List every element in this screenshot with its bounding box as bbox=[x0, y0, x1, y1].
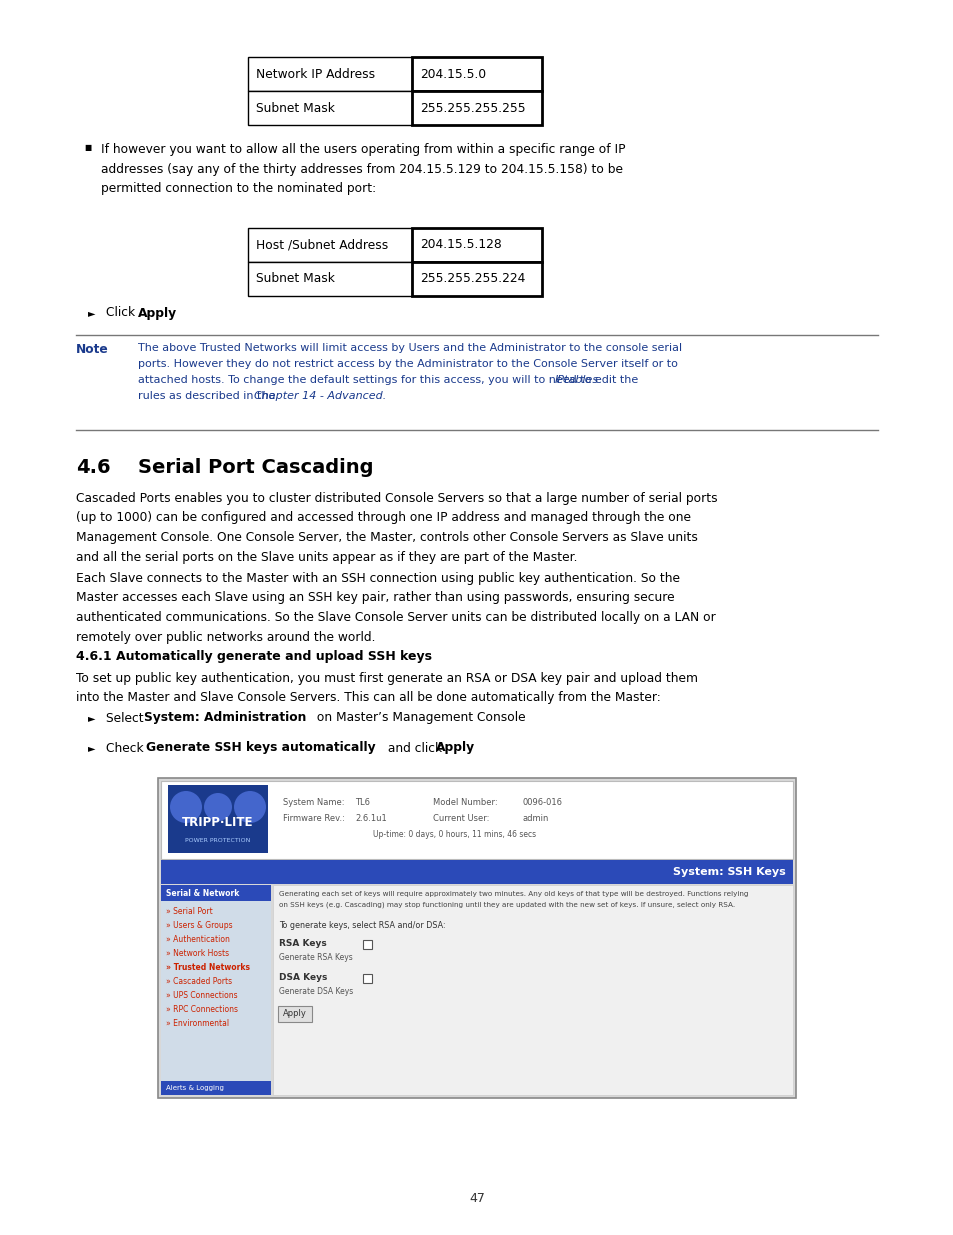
Text: DSA Keys: DSA Keys bbox=[278, 973, 327, 982]
Text: Up-time: 0 days, 0 hours, 11 mins, 46 secs: Up-time: 0 days, 0 hours, 11 mins, 46 se… bbox=[373, 830, 536, 839]
Text: System Name:: System Name: bbox=[283, 798, 344, 806]
Text: » UPS Connections: » UPS Connections bbox=[166, 990, 237, 1000]
Text: Cascaded Ports enables you to cluster distributed Console Servers so that a larg: Cascaded Ports enables you to cluster di… bbox=[76, 492, 717, 563]
Text: » Trusted Networks: » Trusted Networks bbox=[166, 963, 250, 972]
Bar bbox=[363, 974, 372, 983]
Text: System: Administration: System: Administration bbox=[144, 711, 306, 725]
Text: » Environmental: » Environmental bbox=[166, 1019, 229, 1028]
Text: Chapter 14 - Advanced.: Chapter 14 - Advanced. bbox=[254, 391, 386, 401]
Text: » Authentication: » Authentication bbox=[166, 935, 230, 944]
Text: Each Slave connects to the Master with an SSH connection using public key authen: Each Slave connects to the Master with a… bbox=[76, 572, 715, 643]
Bar bbox=[273, 885, 792, 1095]
Text: Serial & Network: Serial & Network bbox=[166, 888, 239, 898]
Bar bbox=[248, 57, 412, 91]
Bar bbox=[161, 885, 271, 902]
Bar bbox=[412, 228, 541, 262]
Text: Check: Check bbox=[106, 741, 148, 755]
Text: Generate DSA Keys: Generate DSA Keys bbox=[278, 987, 353, 995]
Text: Current User:: Current User: bbox=[433, 814, 489, 823]
Text: IPtables: IPtables bbox=[554, 375, 598, 385]
Text: Host /Subnet Address: Host /Subnet Address bbox=[255, 238, 388, 252]
Text: ports. However they do not restrict access by the Administrator to the Console S: ports. However they do not restrict acce… bbox=[138, 359, 678, 369]
Text: 2.6.1u1: 2.6.1u1 bbox=[355, 814, 386, 823]
Text: RSA Keys: RSA Keys bbox=[278, 939, 327, 948]
Bar bbox=[158, 778, 795, 1098]
Text: Model Number:: Model Number: bbox=[433, 798, 497, 806]
Text: 47: 47 bbox=[469, 1192, 484, 1204]
Text: Note: Note bbox=[76, 343, 109, 356]
Text: Generate SSH keys automatically: Generate SSH keys automatically bbox=[146, 741, 375, 755]
Text: rules as described in the: rules as described in the bbox=[138, 391, 278, 401]
Text: » Cascaded Ports: » Cascaded Ports bbox=[166, 977, 232, 986]
Text: To set up public key authentication, you must first generate an RSA or DSA key p: To set up public key authentication, you… bbox=[76, 672, 698, 704]
Circle shape bbox=[204, 793, 232, 821]
Bar bbox=[161, 1081, 271, 1095]
Bar bbox=[412, 57, 541, 91]
Text: » Serial Port: » Serial Port bbox=[166, 906, 213, 916]
Text: Generating each set of keys will require approximately two minutes. Any old keys: Generating each set of keys will require… bbox=[278, 890, 748, 897]
Text: System: SSH Keys: System: SSH Keys bbox=[673, 867, 785, 877]
Text: admin: admin bbox=[522, 814, 549, 823]
Text: ►: ► bbox=[88, 308, 95, 317]
Text: on SSH keys (e.g. Cascading) may stop functioning until they are updated with th: on SSH keys (e.g. Cascading) may stop fu… bbox=[278, 902, 735, 909]
Text: Apply: Apply bbox=[436, 741, 475, 755]
Bar bbox=[363, 940, 372, 948]
Text: and click: and click bbox=[384, 741, 446, 755]
Text: Apply: Apply bbox=[283, 1009, 307, 1019]
Text: POWER PROTECTION: POWER PROTECTION bbox=[185, 839, 251, 844]
Text: 0096-016: 0096-016 bbox=[522, 798, 562, 806]
Text: If however you want to allow all the users operating from within a specific rang: If however you want to allow all the use… bbox=[101, 143, 625, 195]
Text: » Network Hosts: » Network Hosts bbox=[166, 948, 229, 958]
Bar bbox=[248, 262, 412, 296]
Text: TL6: TL6 bbox=[355, 798, 370, 806]
Circle shape bbox=[233, 790, 266, 823]
Text: Subnet Mask: Subnet Mask bbox=[255, 273, 335, 285]
Text: » RPC Connections: » RPC Connections bbox=[166, 1005, 237, 1014]
Text: 255.255.255.224: 255.255.255.224 bbox=[419, 273, 525, 285]
Text: Serial Port Cascading: Serial Port Cascading bbox=[138, 458, 374, 477]
Text: Click: Click bbox=[106, 306, 139, 320]
Text: Generate RSA Keys: Generate RSA Keys bbox=[278, 953, 353, 962]
Text: Alerts & Logging: Alerts & Logging bbox=[166, 1086, 224, 1091]
Text: The above Trusted Networks will limit access by Users and the Administrator to t: The above Trusted Networks will limit ac… bbox=[138, 343, 681, 353]
Text: Network IP Address: Network IP Address bbox=[255, 68, 375, 80]
Text: 4.6: 4.6 bbox=[76, 458, 111, 477]
Text: Apply: Apply bbox=[138, 306, 177, 320]
Text: 255.255.255.255: 255.255.255.255 bbox=[419, 101, 525, 115]
Text: ►: ► bbox=[88, 743, 95, 753]
FancyBboxPatch shape bbox=[277, 1007, 312, 1023]
Bar bbox=[412, 262, 541, 296]
Bar bbox=[161, 781, 792, 860]
Text: Firmware Rev.:: Firmware Rev.: bbox=[283, 814, 345, 823]
Bar bbox=[248, 228, 412, 262]
Bar bbox=[161, 885, 271, 1095]
Text: ►: ► bbox=[88, 713, 95, 722]
Text: Subnet Mask: Subnet Mask bbox=[255, 101, 335, 115]
Bar bbox=[412, 91, 541, 125]
Text: Select: Select bbox=[106, 711, 148, 725]
Bar bbox=[161, 860, 792, 884]
Text: 204.15.5.128: 204.15.5.128 bbox=[419, 238, 501, 252]
Text: on Master’s Management Console: on Master’s Management Console bbox=[313, 711, 525, 725]
Text: attached hosts. To change the default settings for this access, you will to need: attached hosts. To change the default se… bbox=[138, 375, 641, 385]
Bar bbox=[168, 785, 268, 853]
Circle shape bbox=[170, 790, 202, 823]
Text: 204.15.5.0: 204.15.5.0 bbox=[419, 68, 486, 80]
Text: 4.6.1 Automatically generate and upload SSH keys: 4.6.1 Automatically generate and upload … bbox=[76, 650, 432, 663]
Text: » Users & Groups: » Users & Groups bbox=[166, 921, 233, 930]
Bar bbox=[248, 91, 412, 125]
Text: TRIPP·LITE: TRIPP·LITE bbox=[182, 816, 253, 830]
Text: To generate keys, select RSA and/or DSA:: To generate keys, select RSA and/or DSA: bbox=[278, 921, 445, 930]
Text: ■: ■ bbox=[84, 143, 91, 152]
